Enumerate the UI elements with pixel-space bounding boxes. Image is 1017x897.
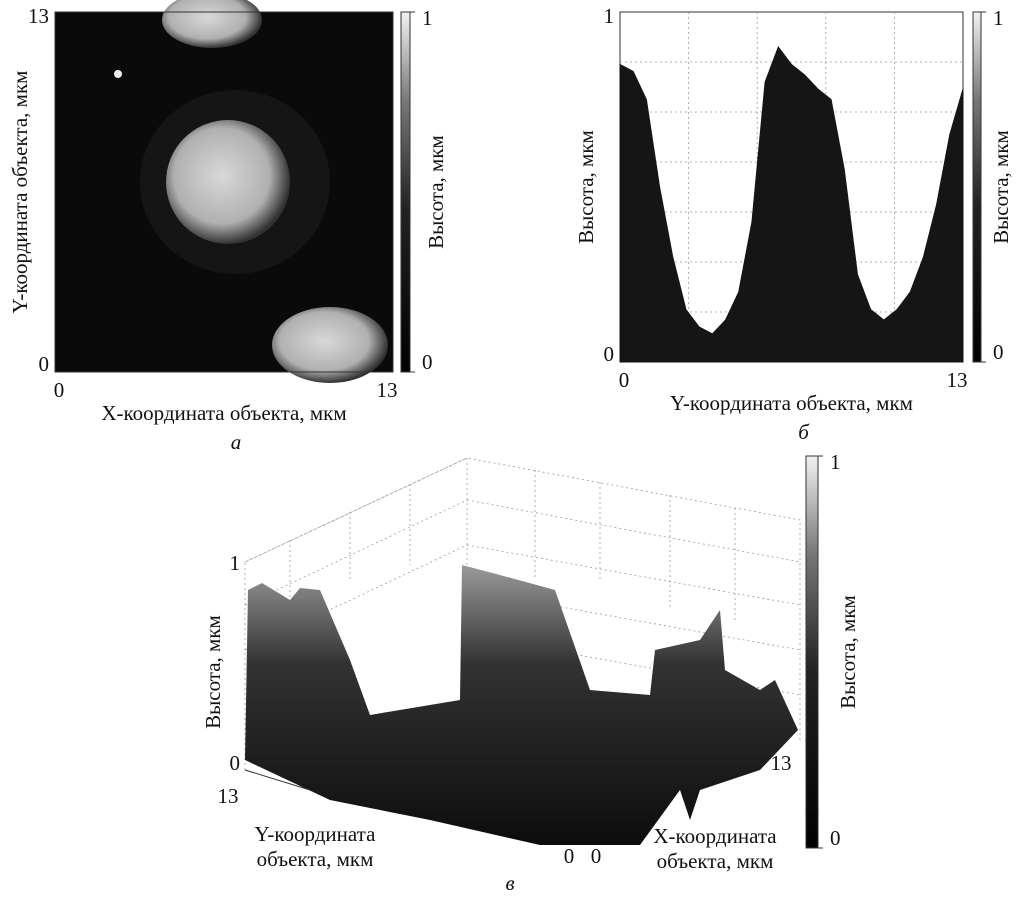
- y-axis-label: Высота, мкм: [574, 130, 598, 244]
- y-axis-label: Y-координата объекта, мкм: [8, 71, 32, 314]
- colorbar-tick-label: 0: [830, 826, 841, 850]
- z-tick-label: 0: [230, 751, 241, 775]
- colorbar-label: Высота, мкм: [989, 130, 1013, 244]
- y-tick-label: 0: [604, 342, 615, 366]
- colorbar-label: Высота, мкм: [424, 135, 448, 249]
- y-tick-label: 13: [218, 784, 239, 808]
- panel-label: в: [505, 871, 514, 895]
- x-tick-label: 0: [591, 844, 602, 868]
- colorbar: [805, 455, 819, 849]
- y-tick-label: 1: [604, 4, 615, 28]
- x-axis-label: объекта, мкм: [657, 849, 774, 873]
- colorbar-tick-label: 1: [830, 450, 841, 474]
- x-tick-label: 13: [377, 378, 398, 402]
- y-axis-label: объекта, мкм: [257, 847, 374, 871]
- x-tick-label: 13: [947, 368, 968, 392]
- surface-3d: [244, 457, 801, 845]
- y-axis-label: Y-координата: [255, 822, 377, 846]
- x-axis-label: X-координата объекта, мкм: [101, 401, 346, 425]
- x-tick-label: 0: [619, 368, 630, 392]
- afm-image: [54, 0, 394, 383]
- y-tick-label: 0: [564, 844, 575, 868]
- colorbar-tick-label: 1: [422, 6, 433, 30]
- panel-label: а: [231, 430, 242, 454]
- z-tick-label: 1: [230, 551, 241, 575]
- x-axis-label: X-координата: [653, 824, 777, 848]
- x-axis-label: Y-координата объекта, мкм: [670, 391, 913, 415]
- colorbar-tick-label: 1: [993, 6, 1004, 30]
- z-axis-label: Высота, мкм: [201, 615, 225, 729]
- y-tick-label: 13: [28, 4, 49, 28]
- colorbar-tick-label: 0: [993, 340, 1004, 364]
- colorbar-label: Высота, мкм: [836, 595, 860, 709]
- x-tick-label: 13: [771, 751, 792, 775]
- colorbar: [400, 11, 411, 373]
- panel-label: б: [798, 420, 810, 444]
- colorbar: [972, 11, 982, 363]
- x-tick-label: 0: [54, 378, 65, 402]
- y-tick-label: 0: [39, 352, 50, 376]
- colorbar-tick-label: 0: [422, 350, 433, 374]
- height-profile: [619, 45, 964, 363]
